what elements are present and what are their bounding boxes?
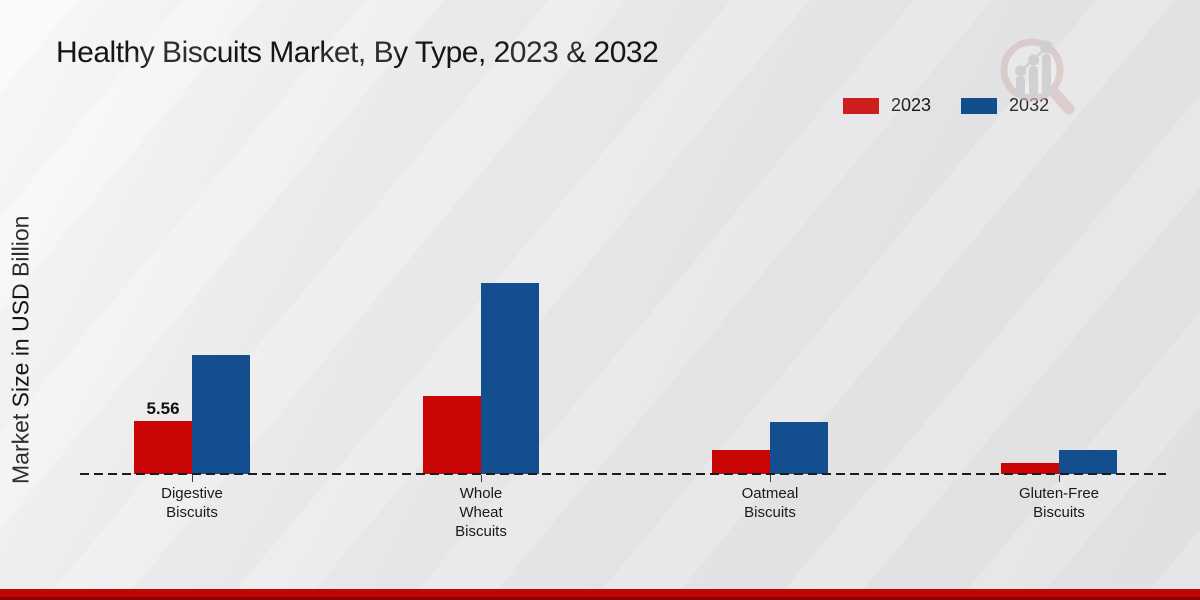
bar-2023-digestive-biscuits bbox=[134, 421, 192, 474]
footer-red-band bbox=[0, 589, 1200, 600]
bar-2032-whole-wheat-biscuits bbox=[481, 283, 539, 474]
bar-2032-oatmeal-biscuits bbox=[770, 422, 828, 474]
x-axis-baseline bbox=[80, 473, 1166, 475]
bar-2032-digestive-biscuits bbox=[192, 355, 250, 474]
bar-2032-gluten-free-biscuits bbox=[1059, 450, 1117, 474]
x-axis-tick-whole-wheat-biscuits bbox=[481, 475, 482, 482]
bar-2023-gluten-free-biscuits bbox=[1001, 463, 1059, 474]
legend-swatch-2023 bbox=[843, 97, 879, 114]
category-label-digestive-biscuits: Digestive Biscuits bbox=[161, 485, 223, 521]
x-axis-tick-gluten-free-biscuits bbox=[1059, 475, 1060, 482]
x-axis-tick-oatmeal-biscuits bbox=[770, 475, 771, 482]
category-label-oatmeal-biscuits: Oatmeal Biscuits bbox=[741, 485, 799, 521]
legend-item-2023: 2023 bbox=[843, 95, 931, 116]
bar-2023-whole-wheat-biscuits bbox=[423, 396, 481, 474]
legend-label-2023: 2023 bbox=[891, 95, 932, 115]
x-axis-tick-digestive-biscuits bbox=[192, 475, 193, 482]
chart-title: Healthy Biscuits Market, By Type, 2023 &… bbox=[56, 36, 659, 69]
magnifier-bar-chart-logo-icon bbox=[1000, 38, 1075, 115]
category-label-gluten-free-biscuits: Gluten-Free Biscuits bbox=[1018, 485, 1100, 521]
legend-swatch-2032 bbox=[961, 97, 998, 114]
category-label-whole-wheat-biscuits: Whole Wheat Biscuits bbox=[455, 485, 507, 540]
bar-2023-oatmeal-biscuits bbox=[712, 450, 770, 474]
data-label-2023-0: 5.56 bbox=[146, 399, 180, 418]
